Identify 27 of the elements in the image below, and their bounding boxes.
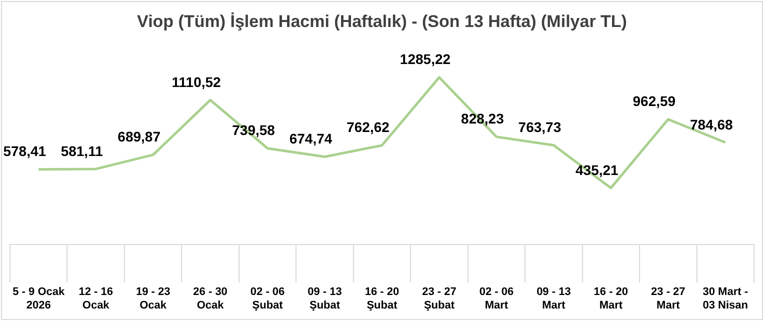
data-label: 581,11	[60, 142, 104, 159]
chart-title: Viop (Tüm) İşlem Hacmi (Haftalık) - (Son 13 Hafta) (Milyar TL)	[137, 12, 627, 31]
x-tick-label: 12 - 16 Ocak	[78, 286, 113, 312]
x-tick-label: 5 - 9 Ocak 2026	[12, 286, 66, 312]
x-tick-label: 16 - 20 Şubat	[364, 286, 400, 312]
x-tick-label: 26 - 30 Ocak	[193, 286, 228, 312]
data-label: 763,73	[518, 119, 562, 136]
x-tick-label: 02 - 06 Şubat	[250, 286, 285, 312]
data-label: 435,21	[576, 162, 619, 178]
data-label: 1285,22	[400, 51, 451, 68]
data-label: 674,74	[289, 130, 332, 147]
data-label: 578,41	[3, 143, 46, 160]
data-label: 689,87	[118, 128, 161, 145]
data-label: 784,68	[690, 116, 734, 132]
data-label: 962,59	[632, 93, 676, 110]
x-tick-label: 09 - 13 Mart	[536, 286, 571, 312]
x-tick-label: 09 - 13 Şubat	[308, 286, 342, 312]
data-label: 739,58	[232, 122, 276, 138]
data-label: 828,23	[461, 110, 504, 127]
x-tick-label: 30 Mart - 03 Nisan	[702, 286, 748, 312]
x-tick-label: 23 - 27 Şubat	[422, 286, 456, 312]
x-tick-label: 19 - 23 Ocak	[136, 286, 170, 312]
data-label: 1110,52	[172, 74, 222, 90]
x-tick-label: 23 - 27 Mart	[651, 286, 686, 312]
x-tick-label: 02 - 06 Mart	[479, 286, 514, 312]
data-label: 762,62	[346, 119, 390, 136]
x-tick-label: 16 - 20 Mart	[594, 286, 628, 312]
